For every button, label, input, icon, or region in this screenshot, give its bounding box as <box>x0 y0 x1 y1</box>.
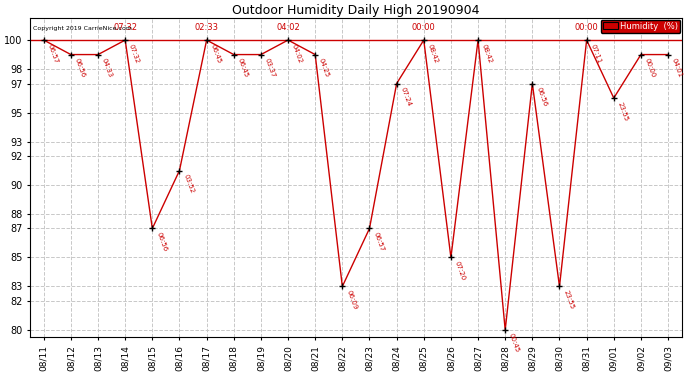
Text: 08:42: 08:42 <box>481 43 493 64</box>
Text: 06:56: 06:56 <box>155 231 168 252</box>
Text: 07:32: 07:32 <box>113 23 137 32</box>
Text: 06:45: 06:45 <box>209 43 222 64</box>
Text: 23:55: 23:55 <box>562 289 575 310</box>
Text: 07:20: 07:20 <box>454 260 466 281</box>
Text: 06:09: 06:09 <box>345 289 357 310</box>
Text: 04:02: 04:02 <box>276 23 300 32</box>
Text: 04:25: 04:25 <box>318 57 331 78</box>
Text: 00:00: 00:00 <box>644 57 656 78</box>
Text: 06:57: 06:57 <box>46 43 59 64</box>
Text: 04:33: 04:33 <box>101 57 113 78</box>
Text: 00:00: 00:00 <box>575 23 598 32</box>
Text: 00:00: 00:00 <box>412 23 435 32</box>
Text: 06:56: 06:56 <box>535 86 548 107</box>
Text: 23:55: 23:55 <box>617 101 629 122</box>
Text: 04:02: 04:02 <box>290 43 304 64</box>
Text: 03:37: 03:37 <box>264 57 276 78</box>
Text: 00:45: 00:45 <box>508 333 520 354</box>
Text: 03:52: 03:52 <box>182 173 195 194</box>
Text: 04:01: 04:01 <box>671 57 683 78</box>
Text: 07:11: 07:11 <box>589 43 602 64</box>
Text: 02:33: 02:33 <box>195 23 219 32</box>
Text: Copyright 2019 CarrieNice.com: Copyright 2019 CarrieNice.com <box>33 26 132 31</box>
Text: 07:24: 07:24 <box>400 86 412 107</box>
Text: 06:57: 06:57 <box>373 231 385 252</box>
Text: 08:42: 08:42 <box>426 43 439 64</box>
Text: 07:32: 07:32 <box>128 43 141 64</box>
Legend: Humidity  (%): Humidity (%) <box>601 20 680 33</box>
Text: 06:56: 06:56 <box>74 57 86 78</box>
Text: 06:45: 06:45 <box>237 57 249 78</box>
Title: Outdoor Humidity Daily High 20190904: Outdoor Humidity Daily High 20190904 <box>232 4 480 17</box>
